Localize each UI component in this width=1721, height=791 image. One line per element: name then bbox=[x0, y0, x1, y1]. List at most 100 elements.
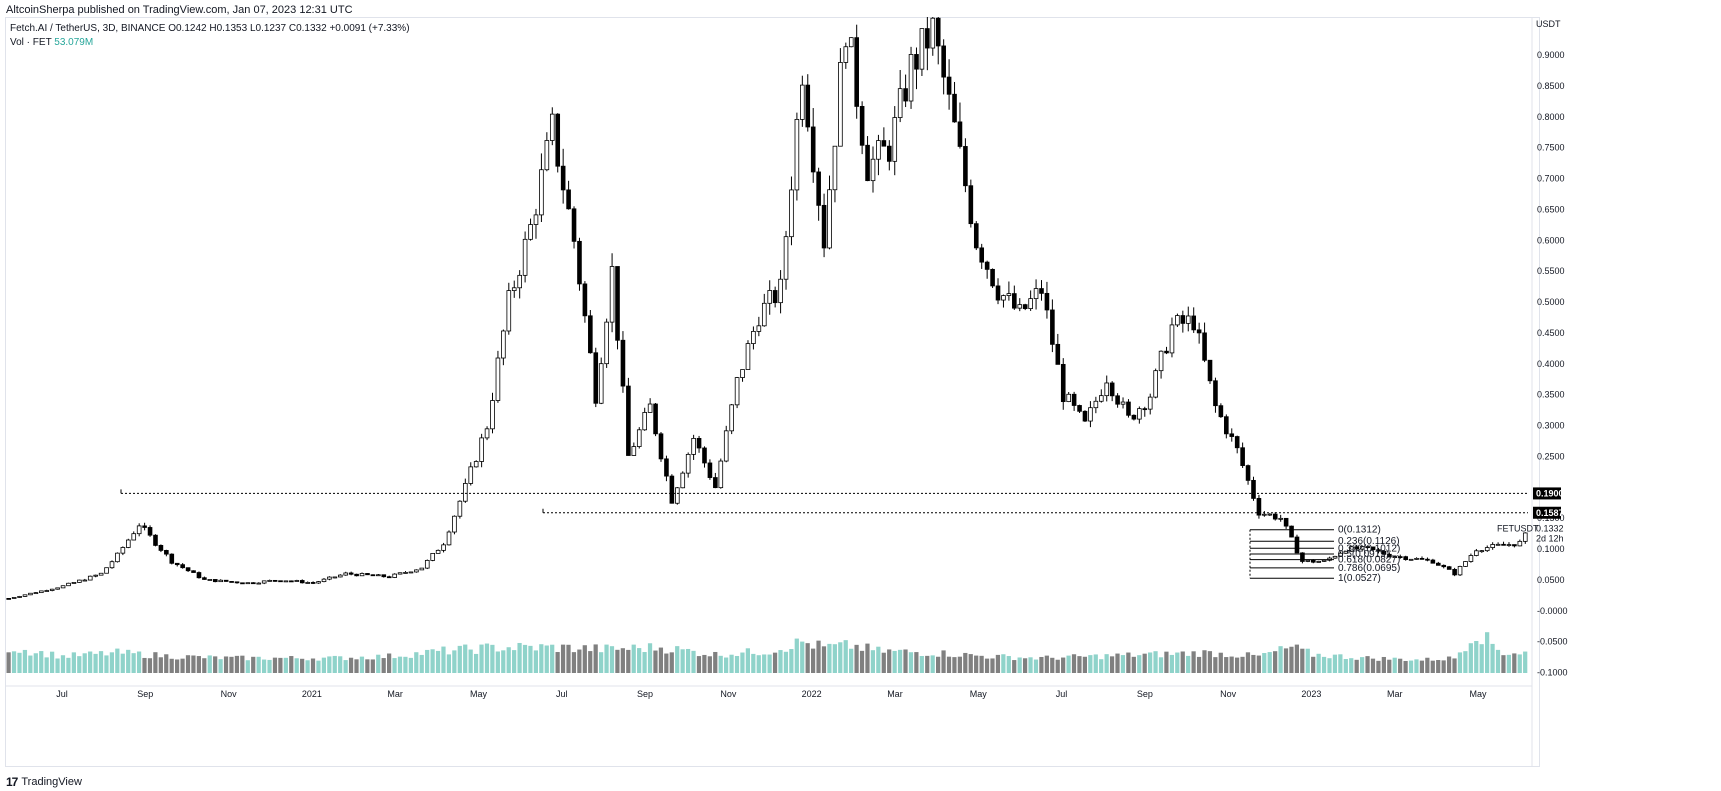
volume-bar bbox=[647, 643, 653, 673]
volume-bar bbox=[1278, 646, 1283, 673]
volume-bar bbox=[1365, 656, 1370, 673]
candle-body bbox=[1452, 568, 1457, 576]
volume-bar bbox=[1517, 654, 1522, 673]
volume-bar bbox=[272, 657, 278, 673]
candle-body bbox=[501, 330, 506, 359]
volume-bar bbox=[463, 644, 468, 673]
volume-bar bbox=[946, 656, 952, 673]
time-tick-label: Sep bbox=[637, 689, 653, 699]
candle-body bbox=[566, 189, 571, 210]
volume-bar bbox=[517, 642, 522, 673]
candle-body bbox=[767, 290, 773, 304]
volume-bar bbox=[131, 653, 136, 673]
price-tick-label: 0.8500 bbox=[1537, 81, 1565, 91]
price-tick-label: 0.7000 bbox=[1537, 174, 1565, 184]
volume-bar bbox=[223, 656, 229, 673]
fib-level-label: 0.382(0.1012) bbox=[1338, 543, 1400, 554]
candle-body bbox=[1414, 557, 1419, 560]
volume-bar bbox=[1338, 654, 1343, 673]
candle-body bbox=[1425, 558, 1430, 561]
candle-body bbox=[11, 597, 17, 599]
volume-bar bbox=[468, 649, 473, 673]
candle-body bbox=[1517, 540, 1523, 547]
candle-body bbox=[1512, 544, 1517, 547]
volume-bar bbox=[1403, 660, 1408, 673]
volume-bar bbox=[479, 644, 484, 673]
candle-body bbox=[153, 534, 158, 546]
volume-bar bbox=[702, 654, 707, 673]
volume-bar bbox=[175, 659, 180, 673]
volume-bar bbox=[555, 652, 560, 673]
candle-body bbox=[805, 84, 811, 128]
volume-bar bbox=[44, 657, 49, 673]
candle-body bbox=[1012, 293, 1017, 309]
fib-level-label: 1(0.0527) bbox=[1338, 573, 1381, 584]
volume-bar bbox=[1017, 657, 1022, 673]
candle-body bbox=[332, 576, 338, 579]
legend-symbol[interactable]: Fetch.AI / TetherUS, 3D, BINANCE bbox=[10, 23, 166, 34]
volume-bar bbox=[887, 649, 892, 673]
volume-bar bbox=[544, 645, 549, 673]
candle-body bbox=[1131, 414, 1137, 420]
candle-body bbox=[1077, 405, 1082, 412]
candle-body bbox=[1207, 359, 1213, 382]
time-tick-label: Nov bbox=[221, 689, 238, 699]
price-label-text: 0.1587 bbox=[1536, 508, 1564, 518]
volume-bar bbox=[631, 644, 636, 673]
candle-body bbox=[435, 549, 441, 554]
candle-body bbox=[131, 533, 137, 541]
volume-bar bbox=[718, 655, 723, 673]
candle-body bbox=[1109, 382, 1115, 397]
volume-bar bbox=[435, 650, 441, 673]
candle-body bbox=[1066, 393, 1071, 403]
volume-bar bbox=[185, 655, 191, 673]
candle-body bbox=[968, 185, 974, 225]
candle-body bbox=[321, 578, 327, 583]
volume-bar bbox=[1381, 656, 1386, 673]
candle-body bbox=[479, 437, 484, 462]
candle-body bbox=[261, 580, 267, 584]
time-tick-label: Jul bbox=[1056, 689, 1068, 699]
volume-bar bbox=[1207, 651, 1213, 673]
volume-bar bbox=[609, 646, 615, 673]
candle-body bbox=[696, 438, 702, 449]
fib-level-label: 0.5(0.0919) bbox=[1338, 549, 1389, 560]
volume-bar bbox=[1142, 653, 1147, 673]
volume-bar bbox=[300, 658, 305, 673]
volume-bar bbox=[615, 649, 620, 673]
volume-bar bbox=[936, 656, 941, 673]
candle-body bbox=[1479, 550, 1485, 553]
volume-bar bbox=[974, 655, 979, 673]
candle-body bbox=[1213, 380, 1218, 407]
volume-bar bbox=[577, 649, 582, 673]
volume-bar bbox=[359, 656, 365, 673]
volume-bar bbox=[1109, 656, 1115, 673]
volume-bar bbox=[1028, 657, 1033, 673]
volume-bar bbox=[207, 655, 212, 673]
candle-body bbox=[963, 146, 968, 187]
volume-bar bbox=[995, 654, 1001, 673]
candle-body bbox=[593, 352, 599, 404]
candle-body bbox=[1169, 324, 1175, 354]
volume-bar bbox=[1137, 655, 1142, 673]
candle-body bbox=[1283, 517, 1289, 527]
candle-body bbox=[1196, 329, 1202, 334]
volume-bar bbox=[1452, 658, 1457, 673]
volume-bar bbox=[1131, 656, 1136, 673]
volume-bar bbox=[1419, 660, 1425, 673]
candle-body bbox=[468, 466, 474, 484]
price-tick-label: -0.0500 bbox=[1537, 637, 1568, 647]
time-tick-label: Sep bbox=[137, 689, 153, 699]
candle-body bbox=[229, 581, 234, 583]
candle-body bbox=[1006, 293, 1012, 296]
footer-brand[interactable]: 17 TradingView bbox=[6, 775, 82, 789]
price-label-text: 0.1900 bbox=[1536, 488, 1564, 498]
volume-bar bbox=[762, 654, 767, 673]
legend-volume-label[interactable]: Vol · FET bbox=[10, 37, 52, 48]
volume-bar bbox=[1088, 655, 1093, 673]
volume-bar bbox=[724, 657, 729, 673]
volume-bar bbox=[1180, 651, 1185, 673]
volume-bar bbox=[1305, 648, 1310, 673]
candle-body bbox=[740, 369, 745, 378]
